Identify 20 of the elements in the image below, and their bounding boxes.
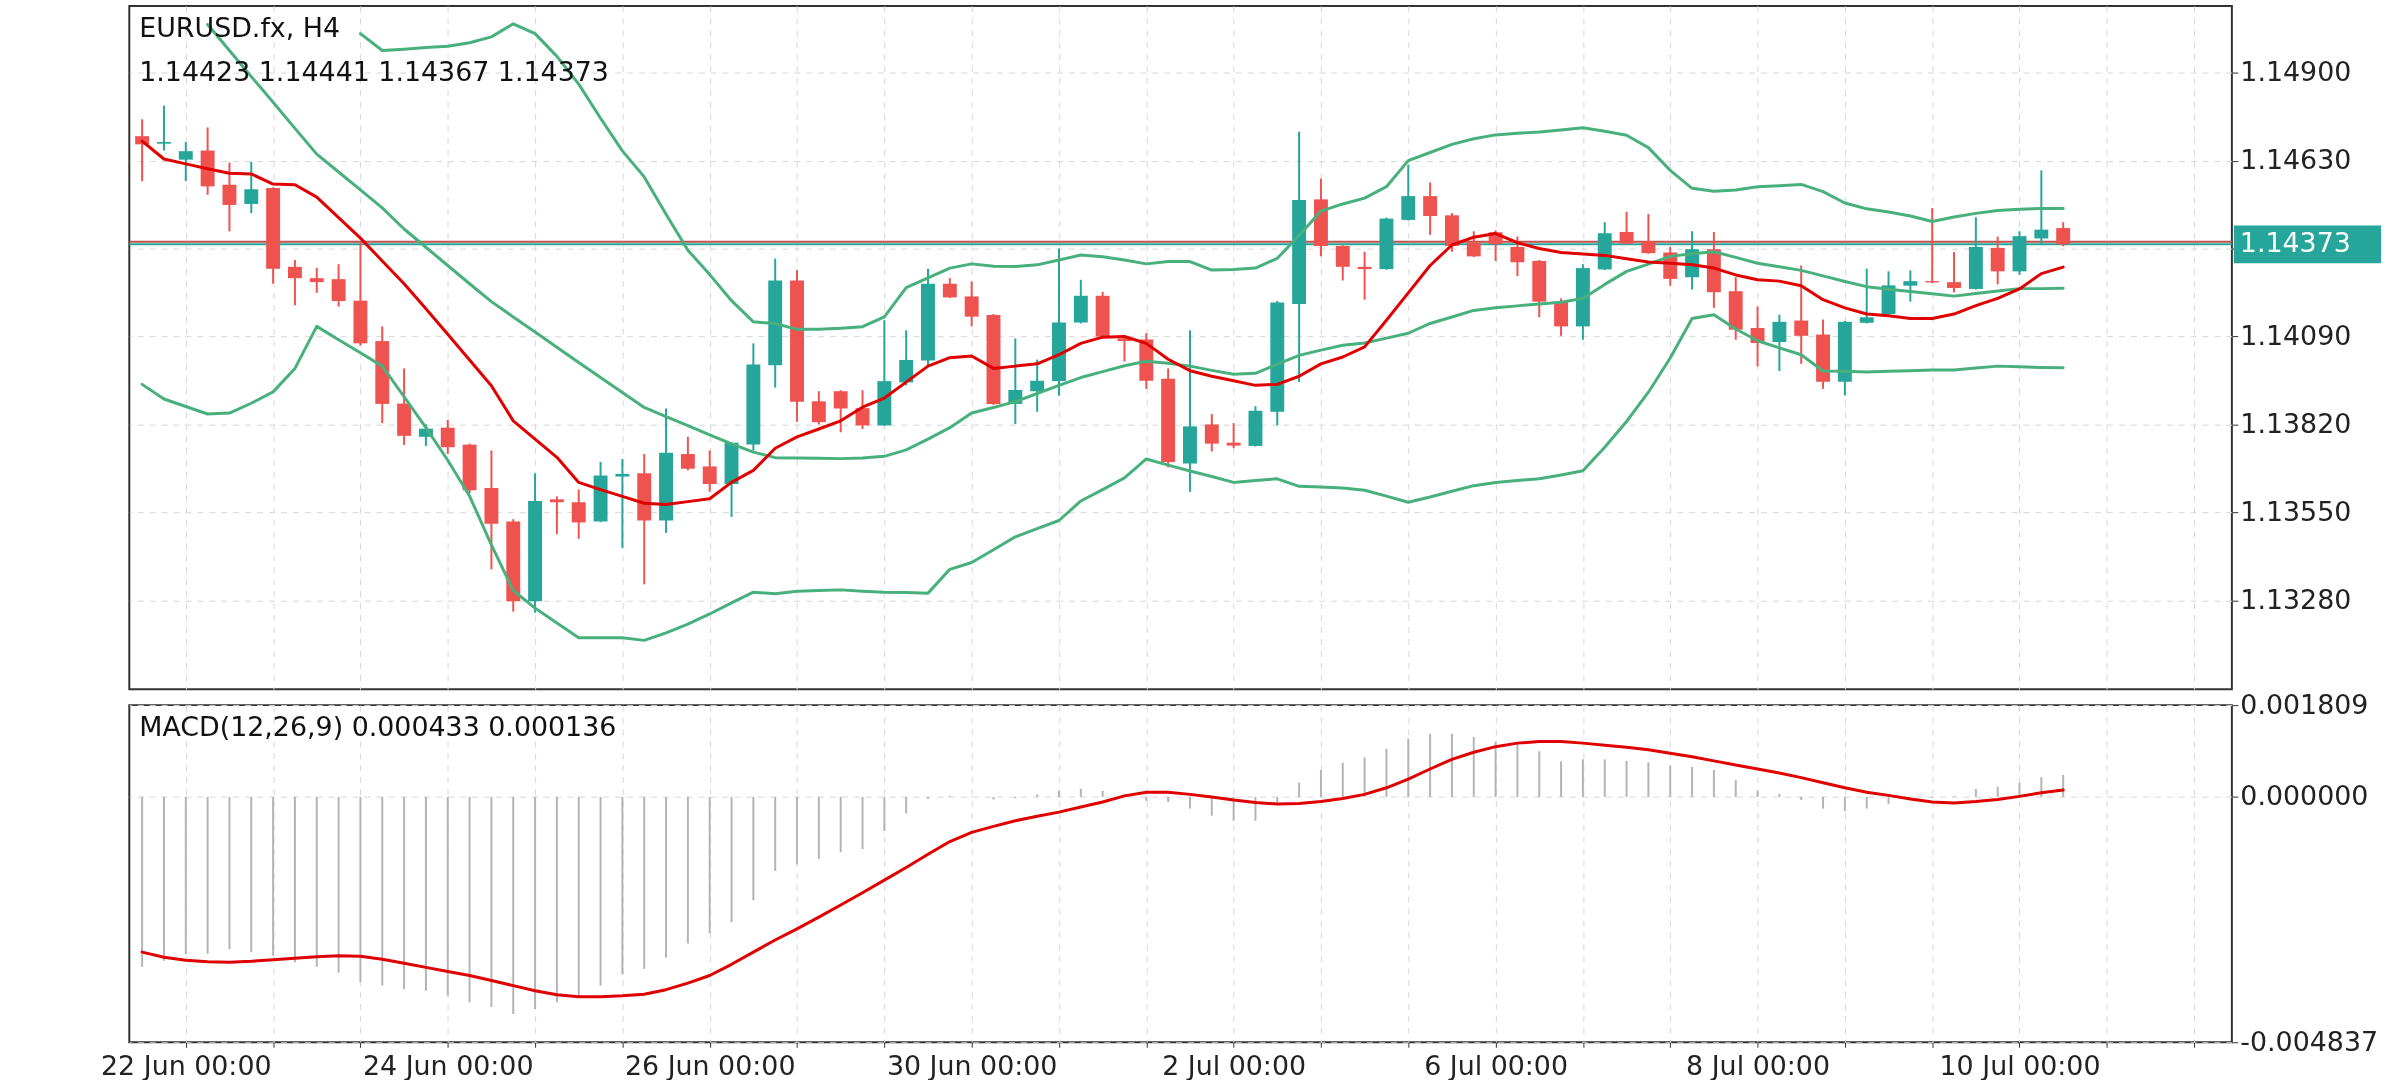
x-tick-label: 24 Jun 00:00 bbox=[362, 1049, 534, 1080]
y-tick-label: 0.001809 bbox=[2240, 688, 2369, 720]
x-tick-label: 30 Jun 00:00 bbox=[886, 1049, 1058, 1080]
y-tick-label: 1.13550 bbox=[2240, 495, 2352, 527]
x-tick-label: 26 Jun 00:00 bbox=[624, 1049, 796, 1080]
y-tick-label: 1.13820 bbox=[2240, 407, 2352, 439]
chart-title: MACD(12,26,9) 0.000433 0.000136 bbox=[139, 710, 617, 742]
y-tick-label: -0.004837 bbox=[2240, 1025, 2379, 1057]
x-tick-label: 6 Jul 00:00 bbox=[1424, 1049, 1569, 1080]
y-tick-label: 1.14090 bbox=[2240, 319, 2352, 351]
y-tick-label: 1.13280 bbox=[2240, 583, 2352, 615]
chart-title: EURUSD.fx, H4 bbox=[139, 11, 341, 43]
x-tick-label: 2 Jul 00:00 bbox=[1162, 1049, 1307, 1080]
x-tick-label: 10 Jul 00:00 bbox=[1939, 1049, 2101, 1080]
ref-line-label: 1.14373 bbox=[2239, 227, 2351, 259]
y-tick-label: 0.000000 bbox=[2240, 780, 2369, 812]
x-tick-label: 8 Jul 00:00 bbox=[1686, 1049, 1830, 1080]
y-tick-label: 1.14900 bbox=[2240, 56, 2352, 88]
x-tick-label: 22 Jun 00:00 bbox=[101, 1049, 272, 1080]
y-tick-label: 1.14630 bbox=[2240, 144, 2352, 176]
